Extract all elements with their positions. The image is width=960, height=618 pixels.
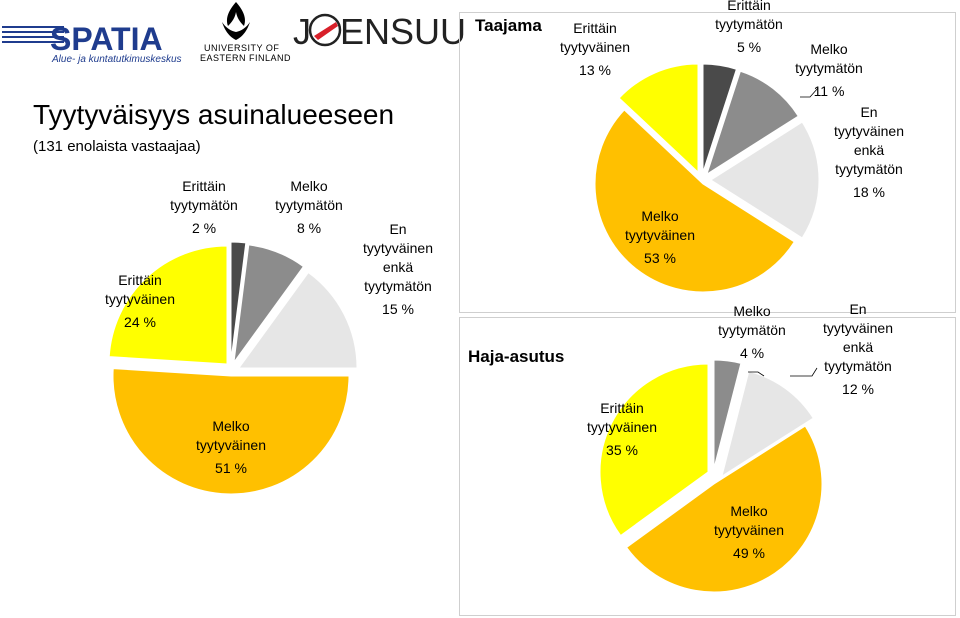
haja-asutus-panel <box>459 317 956 616</box>
slice-melko-tyytyvainen <box>594 109 795 293</box>
haja-asutus-title: Haja-asutus <box>468 347 564 366</box>
slice-erittain-tyytyvainen <box>599 363 709 537</box>
spatia-logo-stripe <box>2 36 64 38</box>
uef-logo-line2: EASTERN FINLAND <box>200 53 291 63</box>
spatia-logo-stripe <box>2 31 64 33</box>
slice-erittain-tyytymaton <box>702 63 738 173</box>
spatia-logo-stripe <box>2 41 64 43</box>
spatia-logo-name: SPATIA <box>50 21 163 57</box>
data-label: Erittäin tyytyväinen 13 % <box>560 20 630 78</box>
leader-line <box>748 371 765 377</box>
pie-chart-haja-asutus: Erittäin tyytyväinen 35 % Melko tyytyväinen 4… <box>587 301 893 593</box>
page-subtitle: (131 enolaista vastaajaa) <box>33 138 201 155</box>
slice-erittain-tyytyvainen <box>618 63 699 174</box>
data-label: Melko tyytymätön 8 % <box>275 178 343 236</box>
slice-erittain-tyytymaton <box>230 241 247 361</box>
leader-line <box>800 87 819 98</box>
uef-logo-line1: UNIVERSITY OF <box>204 43 279 53</box>
leader-line <box>790 367 818 377</box>
data-label: Melko tyytymätön 4 % <box>718 303 786 361</box>
data-label: En tyytyväinen enkä tyytymätön 12 % <box>823 301 893 397</box>
joensuu-emblem-slash-icon <box>314 22 338 40</box>
joensuu-logo-rest: ENSUU <box>340 11 466 52</box>
spatia-logo-stripe <box>2 26 64 28</box>
pie-chart-total: Erittäin tyytyväinen 24 % Melko tyytyväinen 5… <box>105 178 433 495</box>
uef-emblem-leaf-icon <box>222 22 250 40</box>
spatia-logo-subtitle: Alue- ja kuntatutkimuskeskus <box>51 54 182 65</box>
data-label: Melko tyytyväinen 53 % <box>625 208 695 266</box>
data-label: Erittäin tyytymätön 2 % <box>170 178 238 236</box>
joensuu-emblem-icon <box>308 13 342 47</box>
page-title: Tyytyväisyys asuinalueeseen <box>33 99 394 130</box>
slice-melko-tyytymaton <box>233 244 305 363</box>
data-label: Melko tyytyväinen 49 % <box>714 503 784 561</box>
slice-melko-tyytyvainen <box>625 425 823 593</box>
uef-logo: UNIVERSITY OF EASTERN FINLAND <box>200 2 291 63</box>
slice-melko-tyytymaton <box>713 359 742 469</box>
data-label: En tyytyväinen enkä tyytymätön 15 % <box>363 221 433 317</box>
slice-melko-tyytyvainen <box>112 368 350 495</box>
slice-en-tyytyvainen-enka-tyytymaton <box>710 121 820 239</box>
taajama-panel <box>459 12 956 313</box>
data-label: Melko tyytymätön 11 % <box>795 41 863 99</box>
taajama-title: Taajama <box>475 16 542 35</box>
data-label: Erittäin tyytyväinen 35 % <box>587 400 657 458</box>
joensuu-logo: J ENSUU <box>293 11 466 52</box>
spatia-logo: SPATIA Alue- ja kuntatutkimuskeskus <box>2 21 182 65</box>
data-label: En tyytyväinen enkä tyytymätön 18 % <box>834 104 904 200</box>
data-label: Erittäin tyytymätön 5 % <box>715 0 783 55</box>
joensuu-logo-j: J <box>293 11 311 52</box>
data-label: Erittäin tyytyväinen 24 % <box>105 272 175 330</box>
data-label: Melko tyytyväinen 51 % <box>196 418 266 476</box>
pie-chart-taajama: Erittäin tyytyväinen 13 % Melko tyytyväinen 5… <box>560 0 904 293</box>
slice-melko-tyytymaton <box>706 70 799 176</box>
uef-emblem-icon <box>226 2 246 26</box>
slice-en-tyytyvainen-enka-tyytymaton <box>238 271 358 369</box>
slice-erittain-tyytyvainen <box>108 245 228 365</box>
